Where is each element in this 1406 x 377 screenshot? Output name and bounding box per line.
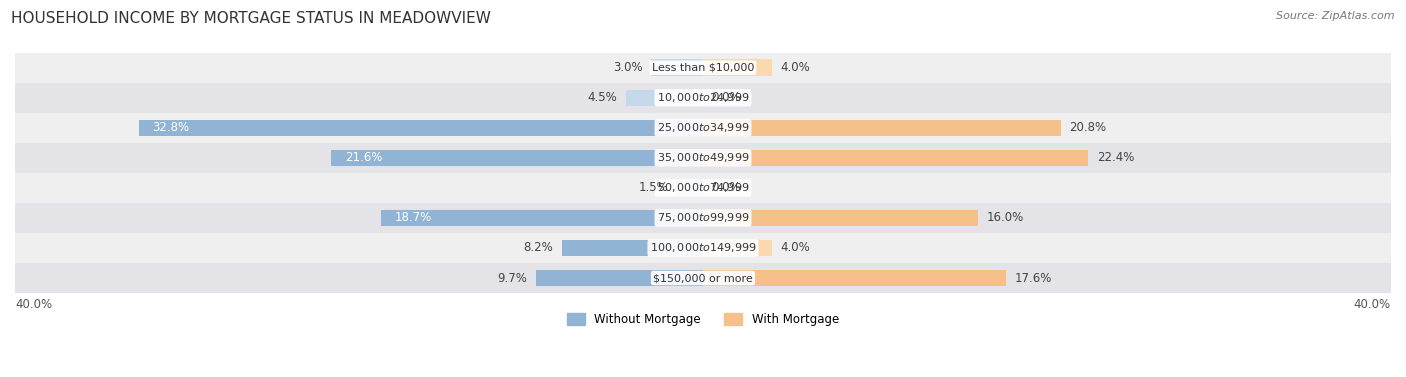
Text: 0.0%: 0.0% bbox=[711, 91, 741, 104]
Bar bbox=[332, 150, 703, 166]
Bar bbox=[15, 203, 1391, 233]
Legend: Without Mortgage, With Mortgage: Without Mortgage, With Mortgage bbox=[562, 308, 844, 330]
Text: $75,000 to $99,999: $75,000 to $99,999 bbox=[657, 211, 749, 224]
Bar bbox=[562, 240, 703, 256]
Bar bbox=[15, 113, 1391, 143]
Text: 40.0%: 40.0% bbox=[1354, 297, 1391, 311]
Text: 9.7%: 9.7% bbox=[498, 271, 527, 285]
Text: $35,000 to $49,999: $35,000 to $49,999 bbox=[657, 151, 749, 164]
Text: $50,000 to $74,999: $50,000 to $74,999 bbox=[657, 181, 749, 195]
Text: 8.2%: 8.2% bbox=[523, 242, 554, 254]
Bar bbox=[703, 270, 1005, 286]
Text: 3.0%: 3.0% bbox=[613, 61, 643, 74]
Bar bbox=[381, 210, 703, 226]
Text: 21.6%: 21.6% bbox=[346, 151, 382, 164]
Text: 17.6%: 17.6% bbox=[1014, 271, 1052, 285]
Bar bbox=[15, 143, 1391, 173]
Text: Less than $10,000: Less than $10,000 bbox=[652, 63, 754, 73]
Bar bbox=[703, 60, 772, 76]
Text: 0.0%: 0.0% bbox=[711, 181, 741, 195]
Text: $150,000 or more: $150,000 or more bbox=[654, 273, 752, 283]
Text: $10,000 to $24,999: $10,000 to $24,999 bbox=[657, 91, 749, 104]
Text: 4.0%: 4.0% bbox=[780, 242, 810, 254]
Text: $100,000 to $149,999: $100,000 to $149,999 bbox=[650, 242, 756, 254]
Bar bbox=[15, 53, 1391, 83]
Text: 40.0%: 40.0% bbox=[15, 297, 52, 311]
Text: 18.7%: 18.7% bbox=[395, 211, 433, 224]
Bar bbox=[15, 263, 1391, 293]
Bar bbox=[15, 233, 1391, 263]
Bar bbox=[139, 120, 703, 136]
Text: 4.0%: 4.0% bbox=[780, 61, 810, 74]
Text: 1.5%: 1.5% bbox=[638, 181, 669, 195]
Bar bbox=[15, 173, 1391, 203]
Bar bbox=[651, 60, 703, 76]
Bar bbox=[703, 240, 772, 256]
Bar bbox=[703, 210, 979, 226]
Text: $25,000 to $34,999: $25,000 to $34,999 bbox=[657, 121, 749, 134]
Bar bbox=[703, 120, 1060, 136]
Bar bbox=[536, 270, 703, 286]
Text: 22.4%: 22.4% bbox=[1097, 151, 1135, 164]
Text: 4.5%: 4.5% bbox=[588, 91, 617, 104]
Text: 16.0%: 16.0% bbox=[987, 211, 1024, 224]
Text: 20.8%: 20.8% bbox=[1070, 121, 1107, 134]
Bar bbox=[15, 83, 1391, 113]
Text: Source: ZipAtlas.com: Source: ZipAtlas.com bbox=[1277, 11, 1395, 21]
Bar bbox=[678, 179, 703, 196]
Text: HOUSEHOLD INCOME BY MORTGAGE STATUS IN MEADOWVIEW: HOUSEHOLD INCOME BY MORTGAGE STATUS IN M… bbox=[11, 11, 491, 26]
Text: 32.8%: 32.8% bbox=[153, 121, 190, 134]
Bar bbox=[626, 89, 703, 106]
Bar bbox=[703, 150, 1088, 166]
